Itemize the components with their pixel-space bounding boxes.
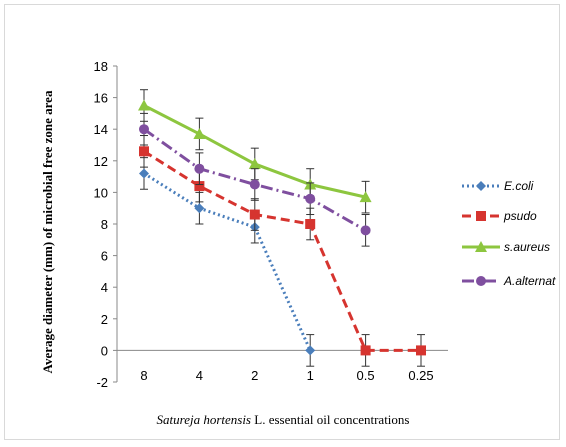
data-point [305, 193, 316, 204]
y-tick-label: -2 [96, 375, 108, 390]
legend-label: s.aureus [504, 240, 550, 254]
legend: E.coli psudo s.aureus A.alternat [462, 179, 556, 288]
data-point [248, 157, 261, 169]
series-layer [138, 89, 426, 367]
y-tick-label: 14 [94, 122, 108, 137]
data-point [139, 168, 149, 179]
legend-label: psudo [503, 209, 537, 223]
series-line-a-alternat [143, 127, 367, 232]
legend-label: A.alternat [503, 274, 556, 288]
y-tick-label: 10 [94, 185, 108, 200]
y-tick-label: 18 [94, 59, 108, 74]
x-tick-label: 2 [251, 368, 258, 383]
x-tick-label: 8 [140, 368, 147, 383]
legend-marker [476, 211, 486, 221]
data-point [138, 99, 150, 111]
data-point [194, 203, 205, 214]
data-point [139, 146, 149, 157]
data-point [305, 219, 316, 229]
x-tick-label: 1 [307, 368, 314, 383]
series-line-psudo [143, 150, 421, 352]
series-line-e-coli [143, 172, 312, 352]
x-axis-label-species: Satureja hortensis [157, 412, 252, 427]
legend-marker [476, 276, 486, 286]
y-tick-label: 16 [94, 91, 108, 106]
data-point [194, 163, 205, 174]
data-point [416, 345, 426, 356]
legend-item-psudo: psudo [462, 209, 537, 223]
axes: 18 16 14 12 10 8 6 4 2 0 -2 8 4 2 1 0.5 0.25 [94, 59, 448, 390]
y-tick-label: 8 [101, 217, 108, 232]
data-point [193, 127, 206, 139]
y-tick-label: 4 [101, 280, 108, 295]
legend-item-a-alternat: A.alternat [462, 274, 556, 288]
y-axis-label: Average diameter (mm) of microbial free … [40, 90, 55, 373]
data-point [139, 124, 149, 135]
series-a-alternat [139, 112, 371, 247]
data-point [194, 181, 205, 192]
chart-frame [4, 4, 560, 440]
data-point [305, 345, 316, 356]
series-e-coli [139, 157, 316, 367]
data-point [360, 345, 371, 356]
y-tick-label: 12 [94, 154, 108, 169]
data-point [249, 179, 260, 190]
y-tick-label: 6 [101, 249, 108, 264]
x-tick-label: 4 [196, 368, 203, 383]
x-axis-label-rest: L. essential oil concentrations [251, 412, 409, 427]
x-tick-label: 0.5 [357, 368, 375, 383]
x-tick-label: 0.25 [408, 368, 433, 383]
legend-item-s-aureus: s.aureus [462, 240, 550, 254]
y-tick-label: 2 [101, 312, 108, 327]
x-axis-label: Satureja hortensis L. essential oil conc… [157, 412, 410, 427]
legend-label: E.coli [504, 179, 534, 193]
data-point [359, 191, 372, 203]
data-point [249, 209, 260, 220]
legend-marker [475, 241, 487, 252]
legend-item-e-coli: E.coli [462, 179, 534, 193]
data-point [360, 225, 371, 236]
y-tick-label: 0 [101, 343, 108, 358]
legend-marker [476, 181, 486, 191]
series-psudo [139, 135, 426, 367]
